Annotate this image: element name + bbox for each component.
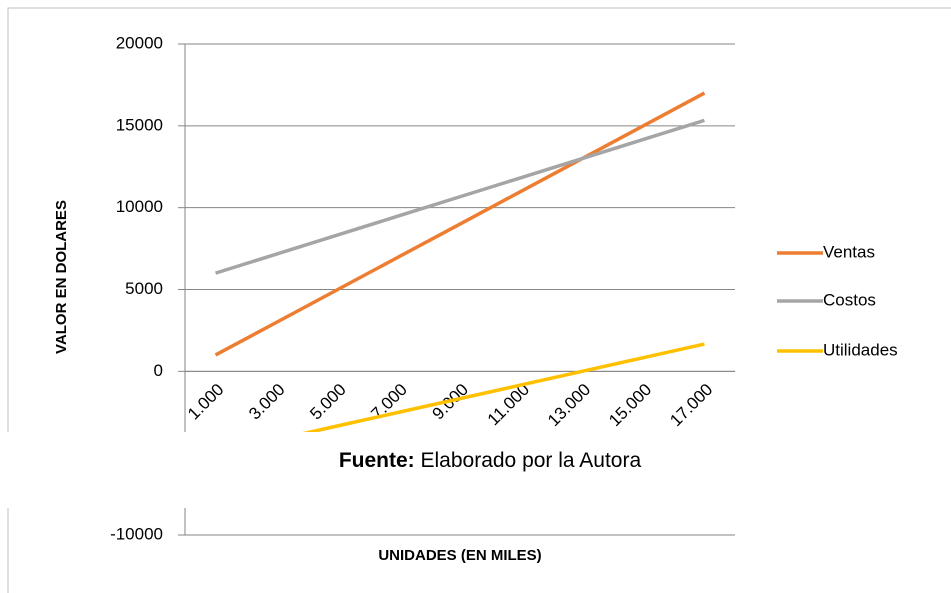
y-tick-label: 15000 — [116, 115, 163, 134]
y-tick-label: 10000 — [116, 197, 163, 216]
legend-label: Utilidades — [823, 340, 898, 359]
y-tick-label: -10000 — [110, 524, 163, 543]
x-tick-label: 5.000 — [306, 380, 350, 424]
chart-border — [7, 7, 951, 593]
series-line — [214, 91, 706, 357]
source-label: Fuente: — [339, 449, 415, 472]
source-caption: Fuente: Elaborado por la Autora — [339, 449, 642, 472]
series-line — [215, 118, 705, 275]
x-tick-label: 15.000 — [605, 380, 655, 430]
source-text: Elaborado por la Autora — [421, 449, 642, 472]
y-tick-label: 20000 — [116, 33, 163, 52]
legend-label: Costos — [823, 290, 876, 309]
x-tick-label: 17.000 — [666, 380, 716, 430]
y-tick-label: 0 — [154, 361, 163, 380]
x-axis-title: UNIDADES (EN MILES) — [378, 547, 541, 564]
x-tick-label: 13.000 — [544, 380, 594, 430]
y-tick-label: 5000 — [125, 279, 163, 298]
legend-label: Ventas — [823, 242, 875, 261]
x-tick-label: 1.000 — [184, 380, 228, 424]
y-axis-title: VALOR EN DOLARES — [53, 200, 70, 354]
caption-band — [0, 432, 951, 508]
x-tick-label: 3.000 — [245, 380, 289, 424]
